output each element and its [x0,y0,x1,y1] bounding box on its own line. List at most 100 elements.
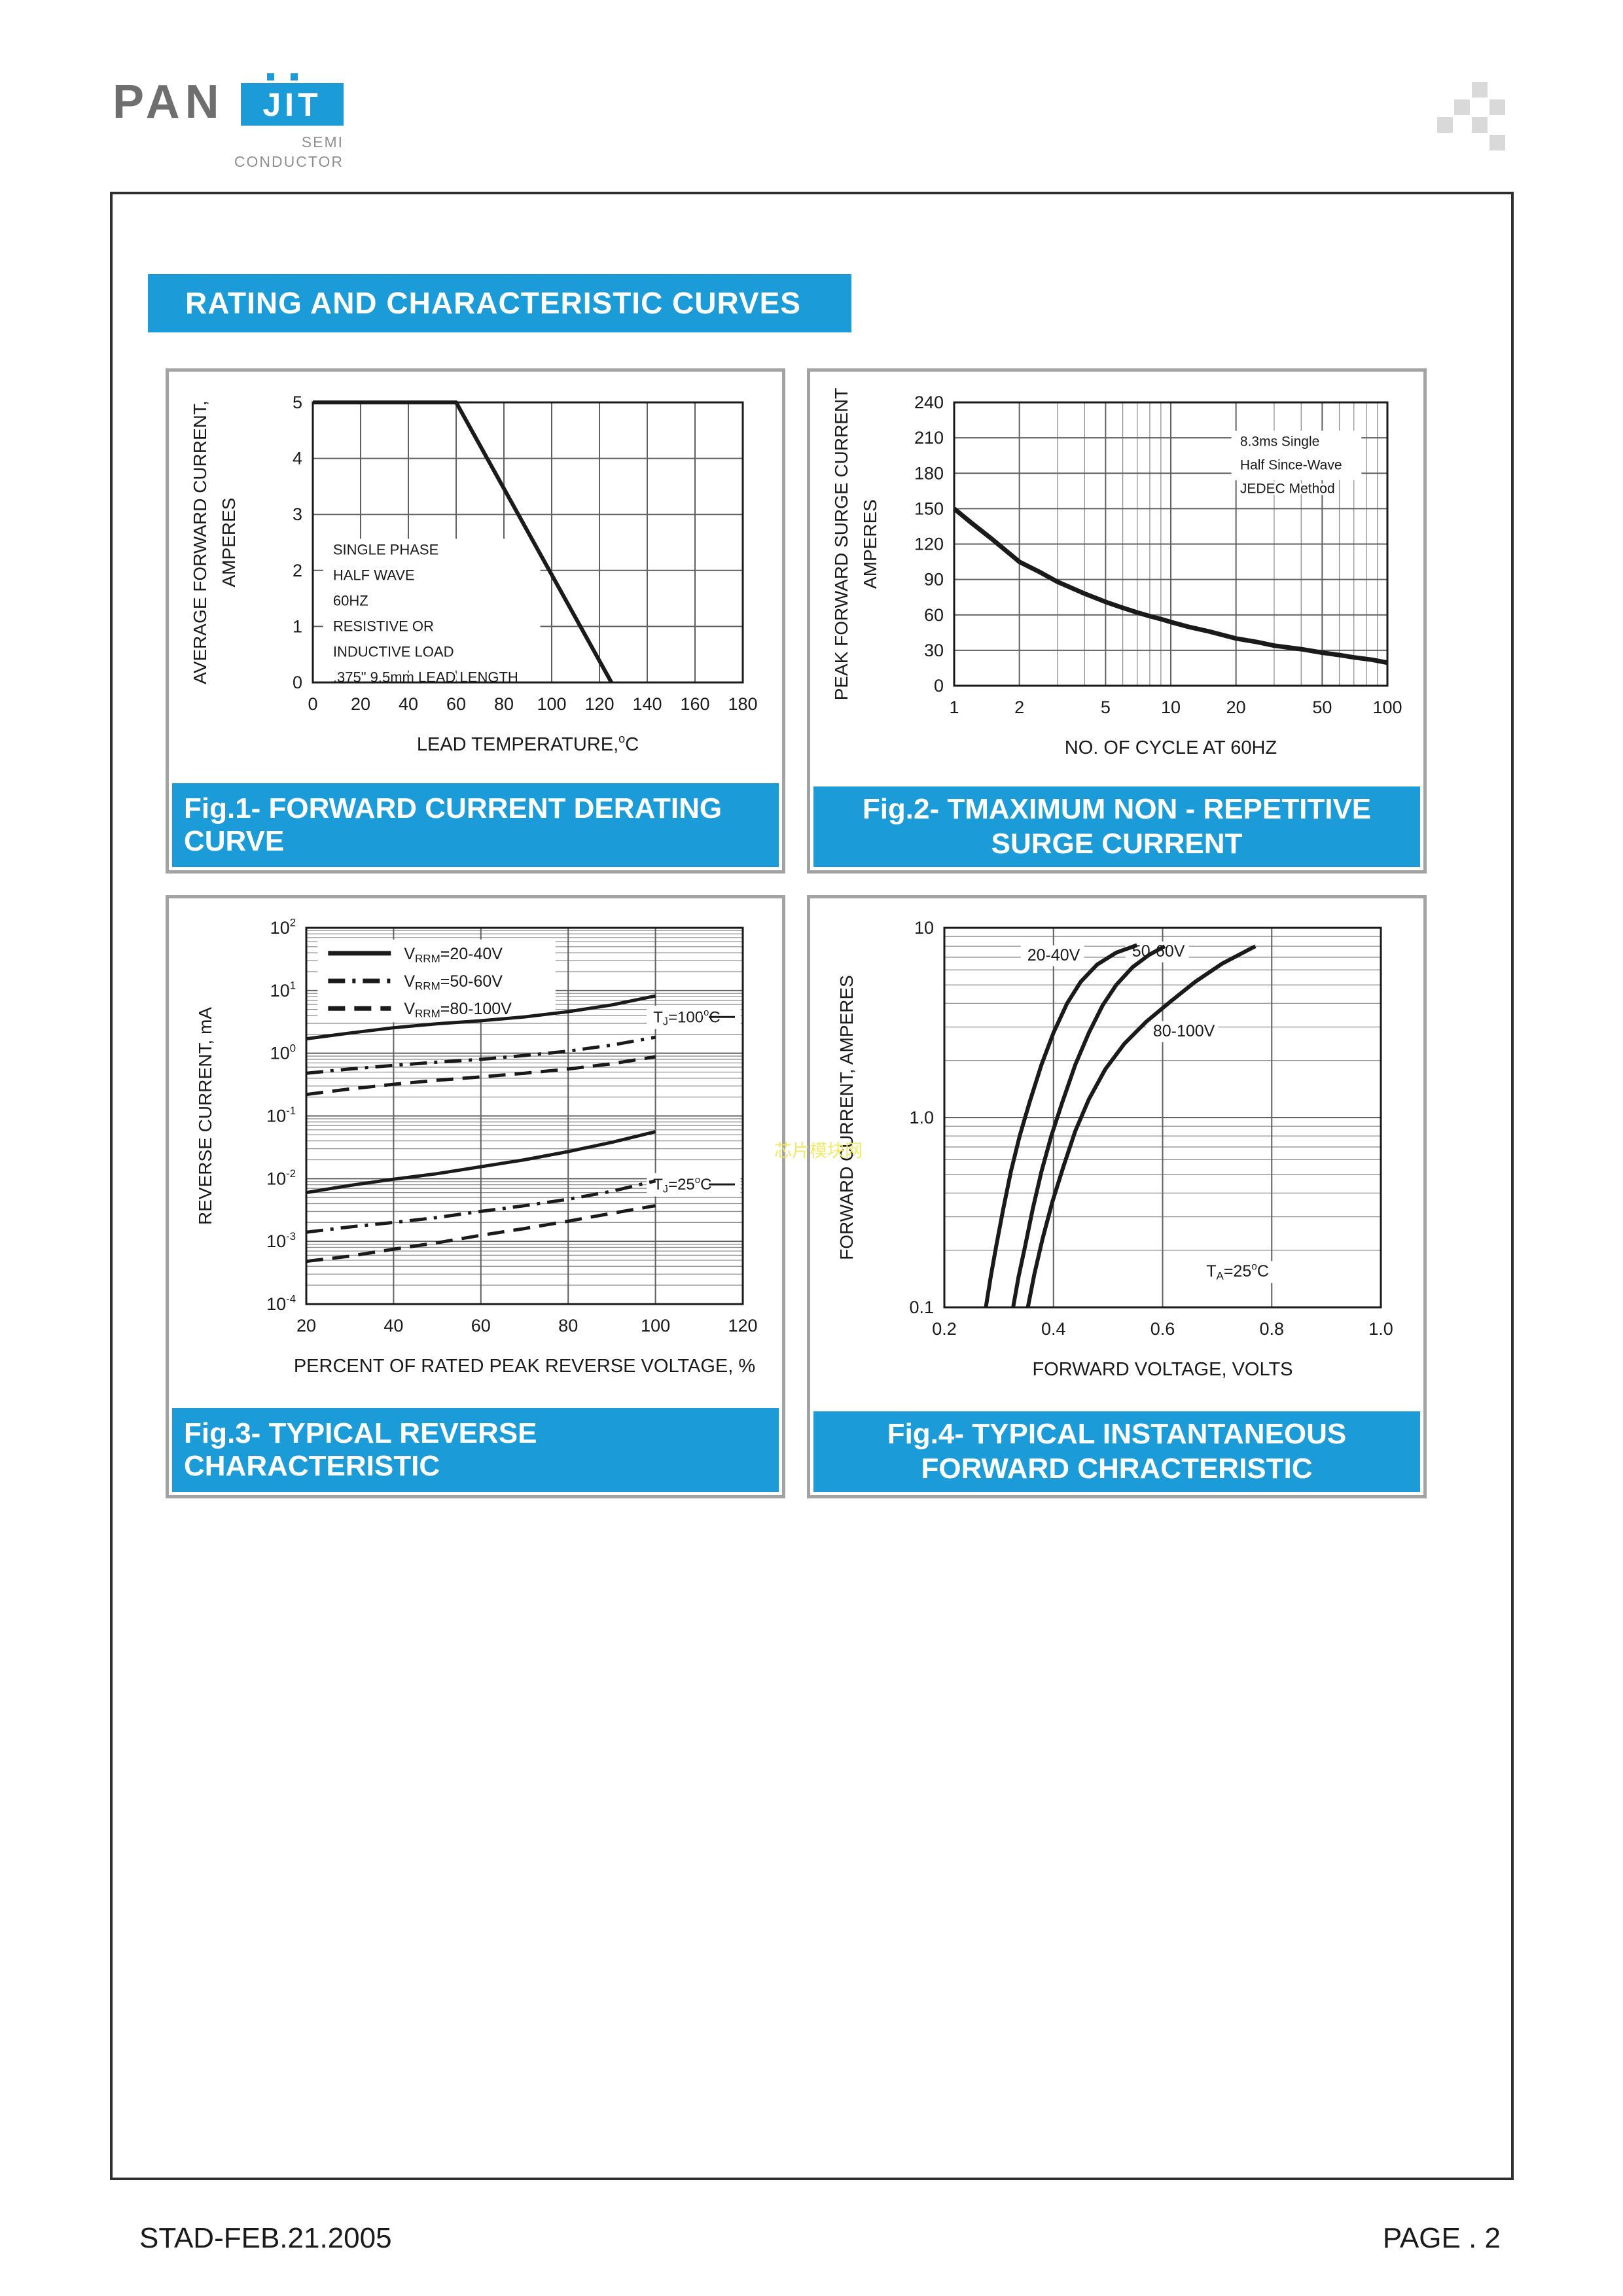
svg-text:101: 101 [270,979,296,1000]
svg-text:AVERAGE FORWARD CURRENT,: AVERAGE FORWARD CURRENT, [190,400,210,684]
svg-text:240: 240 [914,393,944,412]
svg-text:10-4: 10-4 [266,1293,296,1314]
fig4-chart-area: 0.2 0.4 0.6 0.8 1.0 10 1.0 0.1 FORWARD VOLTAGE, … [813,902,1420,1409]
svg-text:AMPERES: AMPERES [860,499,880,589]
svg-text:100: 100 [537,694,566,714]
svg-text:210: 210 [914,428,944,448]
svg-text:NO. OF CYCLE AT 60HZ: NO. OF CYCLE AT 60HZ [1065,737,1277,758]
fig2-chart: 1 2 5 10 20 50 100 0 30 60 90 120 150 180 210 240 NO. OF… [831,388,1402,758]
page-title: RATING AND CHARACTERISTIC CURVES [148,274,851,332]
svg-text:100: 100 [1372,698,1402,717]
svg-text:50: 50 [1312,698,1332,717]
decor-square [1454,99,1470,115]
svg-text:FORWARD CURRENT, AMPERES: FORWARD CURRENT, AMPERES [836,975,857,1260]
svg-text:VRRM=50-60V: VRRM=50-60V [404,972,503,993]
svg-text:120: 120 [584,694,614,714]
svg-text:0.4: 0.4 [1041,1319,1066,1339]
fig3-chart: 20 40 60 80 100 120 102 101 100 10-1 10-2 10-3 10-4 P… [195,917,758,1377]
svg-text:102: 102 [270,917,296,938]
fig4-panel: 0.2 0.4 0.6 0.8 1.0 10 1.0 0.1 FORWARD VOLTAGE, … [807,895,1427,1498]
svg-text:0.2: 0.2 [932,1319,957,1339]
svg-text:1: 1 [949,698,959,717]
svg-text:0: 0 [934,676,944,696]
decor-square [1489,135,1505,150]
fig1-chart: 0 20 40 60 80 100 120 140 160 180 0 1 2 3 4 5 LEAD TEMPE… [190,393,758,755]
svg-text:4: 4 [293,449,302,468]
svg-text:40: 40 [399,694,418,714]
svg-text:0.6: 0.6 [1150,1319,1175,1339]
watermark-text: 芯片模块网 [774,1141,863,1161]
svg-text:120: 120 [728,1316,757,1335]
fig1-panel: 0 20 40 60 80 100 120 140 160 180 0 1 2 3 4 5 LEAD TEMPE… [166,368,785,874]
logo-pan-text: PAN [113,76,224,128]
fig3-chart-area: 20 40 60 80 100 120 102 101 100 10-1 10-2 10-3 10-4 P… [172,902,779,1405]
svg-text:60: 60 [471,1316,491,1335]
logo-subtitle: SEMI CONDUCTOR [215,132,344,171]
decor-square [1489,99,1505,115]
svg-text:140: 140 [632,694,662,714]
svg-text:10: 10 [914,918,934,938]
svg-text:80: 80 [494,694,514,714]
svg-text:100: 100 [270,1042,296,1063]
svg-text:1: 1 [293,616,302,636]
footer-page-number: PAGE . 2 [1382,2222,1501,2254]
fig3-caption: Fig.3- TYPICAL REVERSE CHARACTERISTIC [172,1408,779,1492]
svg-text:120: 120 [914,535,944,554]
svg-text:0.1: 0.1 [909,1298,934,1317]
svg-text:1.0: 1.0 [909,1108,934,1127]
content-frame [110,192,1514,2180]
svg-text:90: 90 [924,570,944,590]
svg-text:LEAD TEMPERATURE,oC: LEAD TEMPERATURE,oC [417,732,639,755]
svg-text:40: 40 [383,1316,403,1335]
svg-text:TJ=100oC: TJ=100oC [653,1008,721,1027]
svg-text:TJ=25oC: TJ=25oC [653,1175,711,1195]
svg-text:PEAK FORWARD SURGE CURRENT: PEAK FORWARD SURGE CURRENT [831,388,851,701]
svg-text:VRRM=20-40V: VRRM=20-40V [404,945,503,965]
svg-text:60: 60 [924,605,944,625]
svg-text:60HZ: 60HZ [333,593,368,609]
svg-text:VRRM=80-100V: VRRM=80-100V [404,1000,512,1020]
fig2-caption: Fig.2- TMAXIMUM NON - REPETITIVE SURGE C… [813,786,1420,867]
svg-text:20: 20 [351,694,370,714]
svg-text:AMPERES: AMPERES [219,498,239,588]
svg-text:Half Since-Wave: Half Since-Wave [1240,457,1342,472]
decor-square [1437,117,1453,133]
svg-text:20-40V: 20-40V [1027,946,1080,964]
svg-text:10-3: 10-3 [266,1230,296,1251]
fig2-chart-area: 1 2 5 10 20 50 100 0 30 60 90 120 150 180 210 240 NO. OF… [813,375,1420,784]
fig3-panel: 20 40 60 80 100 120 102 101 100 10-1 10-2 10-3 10-4 P… [166,895,785,1498]
svg-text:RESISTIVE OR: RESISTIVE OR [333,618,434,635]
fig4-chart: 0.2 0.4 0.6 0.8 1.0 10 1.0 0.1 FORWARD VOLTAGE, … [836,918,1393,1380]
svg-text:10-1: 10-1 [266,1104,296,1125]
svg-text:1.0: 1.0 [1368,1319,1393,1339]
svg-text:2: 2 [1014,698,1024,717]
fig1-chart-area: 0 20 40 60 80 100 120 140 160 180 0 1 2 3 4 5 LEAD TEMPE… [172,375,779,781]
svg-text:SINGLE PHASE: SINGLE PHASE [333,542,438,558]
svg-text:30: 30 [924,641,944,660]
decor-square [1472,82,1488,97]
logo-conductor-text: CONDUCTOR [234,153,344,170]
logo-jit-box: JIT [241,83,344,126]
svg-text:5: 5 [1101,698,1111,717]
svg-text:150: 150 [914,499,944,518]
svg-text:2: 2 [293,561,302,580]
svg-text:80: 80 [558,1316,578,1335]
fig2-panel: 1 2 5 10 20 50 100 0 30 60 90 120 150 180 210 240 NO. OF… [807,368,1427,874]
svg-text:HALF WAVE: HALF WAVE [333,567,415,584]
svg-text:3: 3 [293,504,302,524]
svg-text:20: 20 [1226,698,1246,717]
svg-text:REVERSE CURRENT, mA: REVERSE CURRENT, mA [195,1007,215,1225]
svg-text:FORWARD VOLTAGE, VOLTS: FORWARD VOLTAGE, VOLTS [1033,1359,1293,1380]
svg-text:PERCENT OF RATED PEAK REVERSE: PERCENT OF RATED PEAK REVERSE VOLTAGE, % [294,1356,755,1377]
svg-text:80-100V: 80-100V [1153,1022,1215,1040]
svg-text:180: 180 [728,694,757,714]
fig1-caption: Fig.1- FORWARD CURRENT DERATING CURVE [172,783,779,867]
svg-text:100: 100 [641,1316,670,1335]
svg-text:INDUCTIVE LOAD: INDUCTIVE LOAD [333,644,454,660]
panjit-logo: PAN JIT SEMI CONDUCTOR [110,69,346,170]
svg-text:8.3ms Single: 8.3ms Single [1240,434,1319,449]
svg-text:JEDEC Method: JEDEC Method [1240,481,1335,496]
svg-text:0: 0 [308,694,317,714]
decor-square [1472,117,1488,133]
logo-dot-icon [291,73,298,80]
